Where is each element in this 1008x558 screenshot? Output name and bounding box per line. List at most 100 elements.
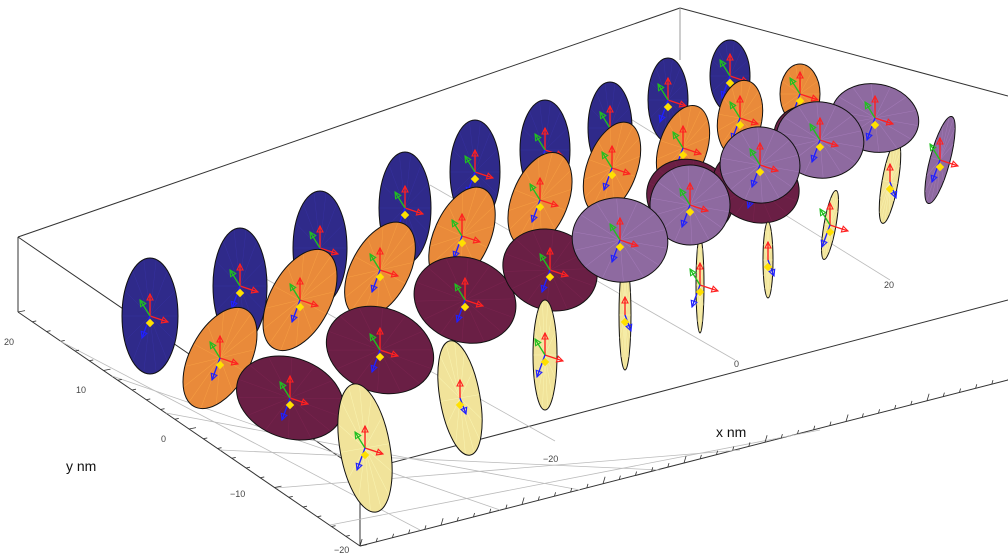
red-arrow-head: [458, 212, 466, 221]
disk-facet: [712, 75, 731, 92]
disk-facet: [549, 237, 574, 271]
green-arrow: [534, 338, 546, 356]
blue-arrow: [356, 447, 366, 471]
green-arrow-head: [657, 82, 665, 92]
disk-facet: [926, 159, 941, 177]
blue-arrow-head: [890, 190, 898, 200]
green-arrow: [394, 191, 406, 209]
green-arrow-head: [534, 132, 542, 142]
disk-facet: [359, 385, 366, 449]
disk-facet: [219, 349, 255, 359]
green-arrow-head: [451, 218, 459, 228]
tick-mark: [456, 516, 459, 522]
red-arrow: [379, 269, 399, 277]
red-arrow: [549, 269, 569, 277]
disk-facet: [469, 122, 476, 173]
red-arrow: [299, 299, 319, 307]
disk-facet: [340, 316, 381, 351]
red-arrow-head: [541, 331, 549, 340]
disk-facet: [464, 299, 503, 333]
red-arrow-head: [555, 355, 565, 363]
green-arrow-head: [289, 282, 297, 292]
disk-facet: [819, 139, 842, 174]
disk-facet: [721, 157, 761, 166]
red-arrow-head: [830, 140, 840, 148]
red-arrow: [539, 199, 559, 207]
disk-facet: [440, 299, 466, 334]
red-arrow: [319, 247, 339, 255]
red-arrow: [461, 235, 481, 243]
red-arrow-head: [678, 100, 688, 108]
red-arrow-head: [608, 144, 616, 153]
tick-mark: [317, 515, 322, 518]
red-arrow-head: [376, 246, 384, 255]
red-arrow-head: [756, 141, 764, 150]
disk-facet: [782, 81, 801, 95]
disk-facet: [319, 204, 337, 249]
disk-facet: [269, 299, 301, 344]
disk-facet: [874, 110, 916, 119]
disk-facet: [427, 267, 466, 301]
yellow-marker: [215, 360, 225, 370]
tick-mark: [780, 433, 783, 439]
disk-facet: [430, 235, 463, 247]
disk-facet: [459, 397, 475, 452]
disk-facet: [656, 147, 684, 160]
blue-arrow-head: [746, 200, 754, 210]
blue-arrow-head: [625, 323, 633, 333]
blue-arrow-head: [460, 406, 468, 416]
blue-arrow: [691, 284, 701, 308]
disk-facet: [239, 241, 257, 287]
green-arrow: [864, 101, 876, 119]
disk-facet: [829, 211, 839, 226]
disk-facet: [440, 356, 461, 399]
disk-facet: [233, 230, 241, 287]
yellow-marker: [460, 302, 470, 312]
disk-facet: [399, 154, 406, 209]
disk-facet: [379, 223, 398, 271]
disk-facet: [660, 204, 691, 232]
disk-facet: [819, 105, 836, 141]
blue-arrow: [141, 315, 151, 339]
disk-facet: [759, 164, 780, 199]
tick-mark: [408, 529, 411, 534]
blue-arrow-head: [530, 214, 538, 224]
green-arrow: [464, 155, 476, 173]
disk-facet: [364, 416, 383, 449]
red-arrow: [289, 397, 309, 405]
disk-facet: [739, 105, 763, 119]
red-arrow: [819, 139, 839, 147]
green-arrow-head: [369, 252, 377, 262]
disk-facet: [874, 87, 891, 119]
disk-facet: [459, 370, 474, 399]
disk-facet: [874, 96, 907, 119]
disk-facet: [265, 397, 291, 430]
disk-facet: [367, 238, 381, 271]
red-arrow-head: [700, 205, 710, 213]
tick-mark: [975, 384, 978, 389]
red-arrow-head: [541, 126, 549, 135]
blue-arrow: [866, 117, 876, 141]
red-arrow: [689, 204, 709, 212]
y-tick-label: 20: [4, 337, 14, 347]
yellow-marker: [470, 174, 480, 184]
blue-arrow-head: [535, 369, 543, 379]
yellow-marker: [360, 450, 370, 460]
disk-facet: [415, 299, 466, 302]
y-tick-label: −10: [230, 489, 245, 499]
disk-facet: [215, 285, 241, 311]
disk-facet: [299, 256, 331, 301]
disk-facet: [464, 280, 506, 301]
tick-mark: [32, 320, 37, 323]
red-arrow-head: [606, 104, 614, 113]
red-arrow-head: [810, 94, 820, 102]
tick-mark: [203, 437, 208, 440]
disk-facet: [509, 199, 541, 211]
red-arrow-head: [376, 326, 384, 335]
disk-facet: [930, 157, 941, 161]
disk-facet: [682, 136, 710, 149]
green-arrow: [534, 133, 546, 151]
blue-arrow: [231, 285, 241, 309]
disk-facet: [539, 189, 571, 201]
red-arrow: [379, 349, 399, 357]
